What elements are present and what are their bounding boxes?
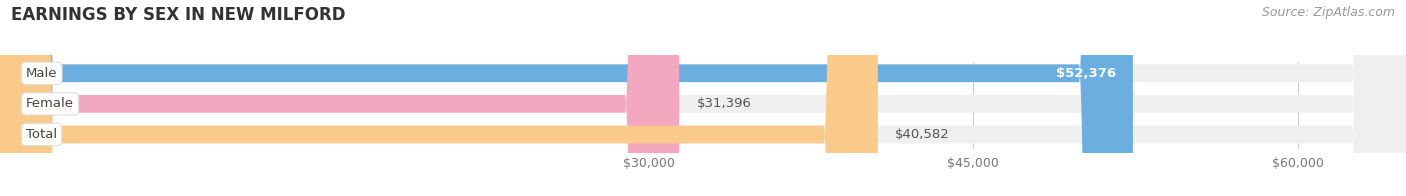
Text: Male: Male bbox=[25, 67, 58, 80]
FancyBboxPatch shape bbox=[0, 0, 679, 196]
Text: Female: Female bbox=[25, 97, 75, 110]
Text: EARNINGS BY SEX IN NEW MILFORD: EARNINGS BY SEX IN NEW MILFORD bbox=[11, 6, 346, 24]
Text: $31,396: $31,396 bbox=[696, 97, 751, 110]
FancyBboxPatch shape bbox=[0, 0, 1133, 196]
Text: $52,376: $52,376 bbox=[1056, 67, 1115, 80]
Text: $40,582: $40,582 bbox=[896, 128, 950, 141]
Text: Source: ZipAtlas.com: Source: ZipAtlas.com bbox=[1261, 6, 1395, 19]
Text: Total: Total bbox=[25, 128, 58, 141]
FancyBboxPatch shape bbox=[0, 0, 877, 196]
